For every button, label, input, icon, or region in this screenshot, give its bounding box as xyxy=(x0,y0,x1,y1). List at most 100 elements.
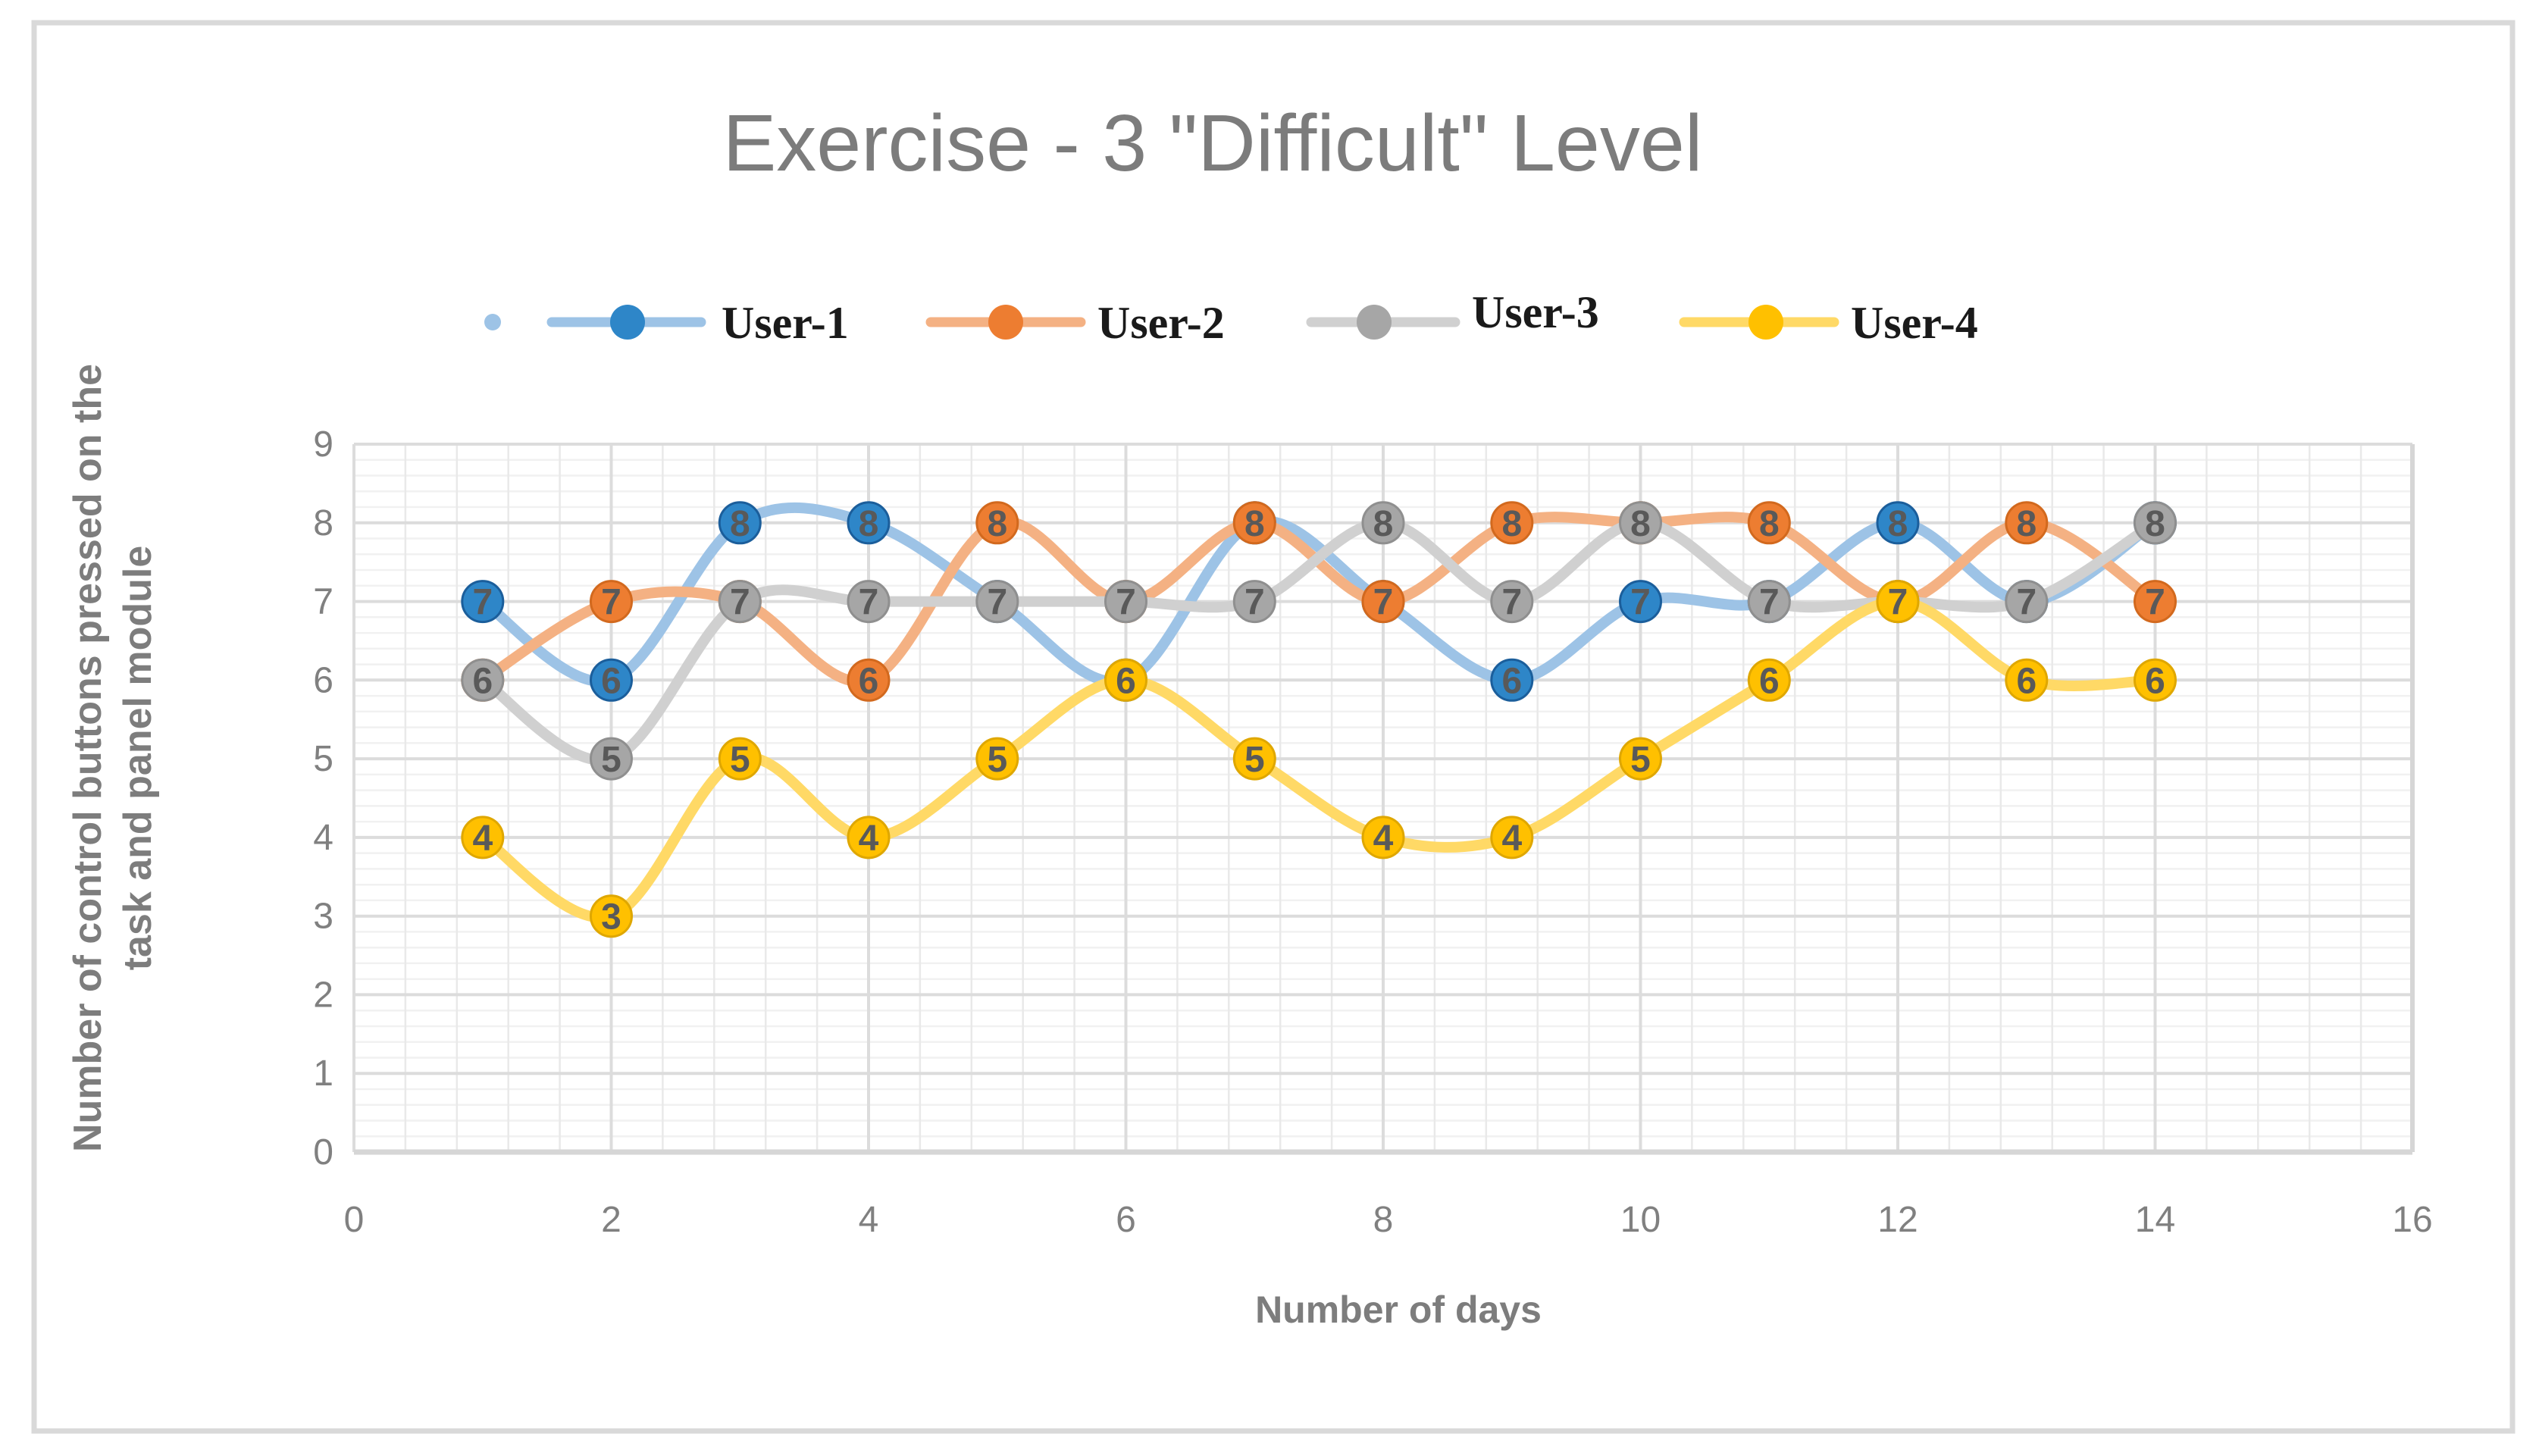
legend-label-user-1: User-1 xyxy=(722,298,849,348)
y-tick-label: 8 xyxy=(313,503,333,543)
data-point-marker-user-2 xyxy=(1747,501,1791,545)
data-point-label-user-3: 7 xyxy=(859,583,879,623)
data-point-label-user-3: 7 xyxy=(1759,583,1780,623)
data-point-marker-user-2 xyxy=(2005,501,2049,545)
legend-label-user-3: User-3 xyxy=(1472,287,1599,337)
data-point-marker-user-4 xyxy=(1232,737,1276,781)
data-point-label-user-3: 7 xyxy=(1116,583,1136,623)
x-tick-label: 14 xyxy=(2135,1200,2175,1240)
data-point-marker-user-4 xyxy=(590,894,633,938)
y-tick-label: 5 xyxy=(313,739,333,779)
y-tick-label: 7 xyxy=(313,582,333,622)
data-point-marker-user-2 xyxy=(975,501,1019,545)
x-tick-label: 0 xyxy=(344,1200,365,1240)
data-point-marker-user-4 xyxy=(1747,658,1791,702)
data-point-marker-user-3 xyxy=(718,580,762,624)
data-point-label-user-4: 7 xyxy=(1888,583,1908,623)
data-point-marker-user-4 xyxy=(1104,658,1147,702)
data-point-marker-user-4 xyxy=(718,737,762,781)
data-point-label-user-3: 8 xyxy=(1373,504,1394,544)
data-point-marker-user-2 xyxy=(590,580,633,624)
data-point-label-user-4: 6 xyxy=(2145,661,2165,701)
data-point-marker-user-3 xyxy=(1232,580,1276,624)
data-point-label-user-1: 6 xyxy=(1501,661,1522,701)
y-tick-label: 6 xyxy=(313,660,333,700)
data-point-marker-user-3 xyxy=(2005,580,2049,624)
data-point-label-user-3: 6 xyxy=(472,661,493,701)
data-point-label-user-2: 8 xyxy=(2016,504,2037,544)
data-point-label-user-2: 8 xyxy=(1501,504,1522,544)
y-tick-label: 0 xyxy=(313,1132,333,1173)
y-tick-label: 9 xyxy=(313,424,333,465)
y-tick-label: 3 xyxy=(313,897,333,937)
legend-label-user-2: User-2 xyxy=(1097,298,1225,348)
data-point-marker-user-4 xyxy=(1361,816,1405,860)
data-point-label-user-4: 6 xyxy=(2016,661,2037,701)
data-point-marker-user-4 xyxy=(1619,737,1662,781)
data-point-label-user-1: 7 xyxy=(472,583,493,623)
data-point-label-user-4: 5 xyxy=(1244,740,1265,780)
data-point-label-user-2: 6 xyxy=(859,661,879,701)
data-point-marker-user-3 xyxy=(1104,580,1147,624)
legend-marker-user-2 xyxy=(988,305,1023,340)
x-tick-label: 4 xyxy=(859,1200,879,1240)
data-point-marker-user-3 xyxy=(2134,501,2177,545)
data-point-marker-user-1 xyxy=(590,658,633,702)
data-point-marker-user-4 xyxy=(2005,658,2049,702)
data-point-label-user-1: 6 xyxy=(601,661,621,701)
data-point-label-user-3: 7 xyxy=(987,583,1007,623)
y-tick-label: 1 xyxy=(313,1054,333,1094)
data-point-label-user-2: 8 xyxy=(1759,504,1780,544)
data-point-marker-user-4 xyxy=(2134,658,2177,702)
legend-marker-user-1 xyxy=(610,305,645,340)
data-point-label-user-3: 7 xyxy=(2016,583,2037,623)
data-point-label-user-3: 7 xyxy=(730,583,750,623)
data-point-label-user-2: 7 xyxy=(1373,583,1394,623)
data-point-label-user-1: 8 xyxy=(730,504,750,544)
data-point-marker-user-3 xyxy=(847,580,891,624)
x-axis-title: Number of days xyxy=(1255,1288,1542,1331)
y-axis-title: Number of control buttons pressed on the… xyxy=(66,364,160,1152)
legend-line-cap-dot xyxy=(484,314,501,330)
data-point-label-user-1: 8 xyxy=(859,504,879,544)
data-point-label-user-3: 8 xyxy=(2145,504,2165,544)
data-point-label-user-2: 7 xyxy=(601,583,621,623)
data-point-marker-user-4 xyxy=(1490,816,1534,860)
data-point-marker-user-2 xyxy=(847,658,891,702)
x-tick-label: 2 xyxy=(601,1200,621,1240)
data-point-label-user-4: 4 xyxy=(472,819,493,859)
data-point-marker-user-3 xyxy=(1619,501,1662,545)
data-point-marker-user-2 xyxy=(2134,580,2177,624)
data-point-marker-user-3 xyxy=(1490,580,1534,624)
data-point-marker-user-1 xyxy=(1619,580,1662,624)
x-tick-label: 16 xyxy=(2392,1200,2432,1240)
data-point-label-user-4: 5 xyxy=(1630,740,1651,780)
data-point-marker-user-2 xyxy=(1361,580,1405,624)
y-tick-label: 2 xyxy=(313,975,333,1015)
y-tick-label: 4 xyxy=(313,818,333,858)
legend-marker-user-3 xyxy=(1357,305,1392,340)
data-point-label-user-2: 7 xyxy=(2145,583,2165,623)
data-point-label-user-3: 8 xyxy=(1630,504,1651,544)
y-axis-title-line: Number of control buttons pressed on the xyxy=(66,364,110,1152)
data-point-label-user-4: 4 xyxy=(1373,819,1394,859)
data-point-marker-user-3 xyxy=(590,737,633,781)
x-tick-label: 6 xyxy=(1116,1200,1136,1240)
data-point-label-user-1: 7 xyxy=(1630,583,1651,623)
data-point-label-user-1: 8 xyxy=(1888,504,1908,544)
data-point-marker-user-3 xyxy=(461,658,505,702)
y-axis-title-line: task and panel module xyxy=(116,546,160,971)
data-point-marker-user-1 xyxy=(718,501,762,545)
data-point-marker-user-1 xyxy=(461,580,505,624)
chart-title: Exercise - 3 "Difficult" Level xyxy=(723,99,1703,188)
data-point-label-user-3: 7 xyxy=(1244,583,1265,623)
data-point-marker-user-2 xyxy=(1490,501,1534,545)
data-point-marker-user-4 xyxy=(847,816,891,860)
figure-border xyxy=(31,20,2516,1434)
data-point-marker-user-1 xyxy=(1876,501,1920,545)
x-tick-label: 10 xyxy=(1620,1200,1661,1240)
data-point-label-user-4: 4 xyxy=(859,819,879,859)
data-point-marker-user-4 xyxy=(1876,580,1920,624)
